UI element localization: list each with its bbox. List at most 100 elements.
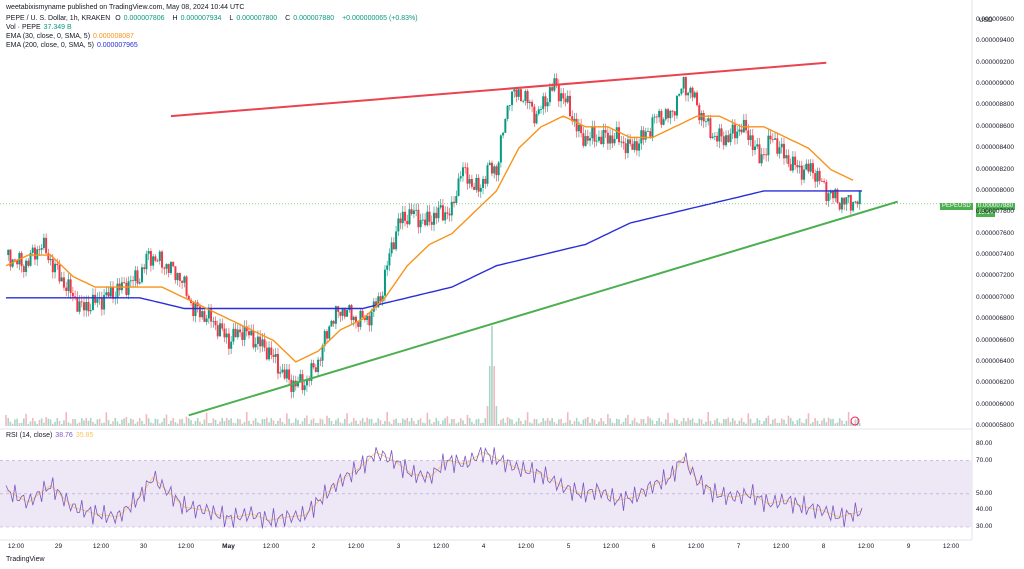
candle-body bbox=[201, 311, 204, 318]
volume-bar bbox=[92, 421, 94, 426]
candle-body bbox=[722, 136, 725, 146]
candle-body bbox=[655, 116, 658, 118]
volume-bar bbox=[141, 421, 143, 426]
candle-body bbox=[13, 259, 16, 261]
volume-bar bbox=[662, 423, 665, 426]
volume-bar bbox=[205, 412, 208, 426]
candle-body bbox=[406, 220, 409, 225]
volume-bar bbox=[154, 418, 157, 426]
volume-bar bbox=[573, 421, 576, 426]
volume-bar bbox=[87, 420, 90, 426]
candle-body bbox=[326, 331, 328, 339]
candle-body bbox=[591, 127, 594, 139]
volume-bar bbox=[23, 418, 25, 426]
volume-bar bbox=[410, 418, 413, 426]
candle-body bbox=[80, 301, 83, 303]
candle-body bbox=[818, 170, 821, 181]
volume-bar bbox=[401, 418, 404, 426]
volume-bar bbox=[736, 423, 738, 426]
volume-bar bbox=[234, 423, 237, 426]
candle-body bbox=[156, 260, 159, 262]
volume-bar bbox=[504, 422, 507, 426]
candle-body bbox=[395, 231, 398, 250]
candle-body bbox=[136, 270, 139, 284]
candle-body bbox=[843, 197, 846, 205]
volume-bar bbox=[714, 420, 716, 426]
candle-body bbox=[653, 116, 656, 118]
volume-bar bbox=[241, 423, 244, 426]
candle-body bbox=[849, 195, 852, 211]
volume-bar bbox=[517, 418, 520, 426]
candle-body bbox=[241, 332, 244, 340]
volume-bar bbox=[361, 418, 364, 426]
candle-body bbox=[221, 323, 224, 329]
volume-bar bbox=[303, 418, 306, 426]
candle-body bbox=[317, 359, 320, 372]
candle-body bbox=[354, 316, 357, 323]
volume-bar bbox=[711, 423, 714, 426]
volume-bar bbox=[805, 418, 808, 426]
volume-bar bbox=[290, 423, 293, 426]
volume-bar bbox=[181, 418, 183, 426]
candle-body bbox=[856, 201, 859, 205]
volume-bar bbox=[486, 406, 489, 426]
volume-bar bbox=[821, 420, 823, 426]
volume-bar bbox=[729, 422, 732, 426]
candle-body bbox=[593, 127, 596, 142]
volume-bar bbox=[834, 423, 837, 426]
volume-bar bbox=[310, 419, 313, 426]
volume-bar bbox=[364, 422, 366, 426]
volume-bar bbox=[743, 422, 745, 426]
volume-bar bbox=[315, 422, 317, 426]
volume-bar bbox=[321, 419, 324, 426]
candle-body bbox=[58, 265, 61, 282]
candle-body bbox=[638, 143, 641, 151]
volume-bar bbox=[413, 421, 415, 426]
candle-body bbox=[604, 129, 607, 133]
volume-bar bbox=[74, 419, 76, 426]
candle-body bbox=[261, 339, 264, 347]
volume-bar bbox=[216, 423, 219, 426]
volume-bar bbox=[549, 420, 551, 426]
candle-body bbox=[522, 100, 525, 102]
volume-bar bbox=[85, 417, 88, 426]
y-tick-label: 0.000008800 bbox=[976, 101, 1014, 109]
volume-bar bbox=[542, 418, 545, 426]
candle-body bbox=[219, 323, 221, 337]
candle-body bbox=[631, 143, 634, 150]
volume-bar bbox=[658, 418, 660, 426]
volume-bar bbox=[446, 416, 449, 426]
candle-body bbox=[702, 113, 705, 122]
volume-bar bbox=[20, 422, 23, 426]
volume-bar bbox=[827, 417, 830, 426]
rsi-tick-label: 80.00 bbox=[976, 440, 993, 447]
volume-bar bbox=[203, 419, 206, 426]
volume-bar bbox=[281, 421, 284, 426]
volume-bar bbox=[419, 418, 422, 426]
volume-bar bbox=[230, 418, 232, 426]
volume-bar bbox=[471, 421, 473, 426]
candle-body bbox=[290, 379, 293, 392]
y-tick-label: 0.000007400 bbox=[976, 251, 1014, 259]
volume-bar bbox=[165, 414, 168, 426]
candle-body bbox=[361, 310, 364, 318]
y-tick-label: 0.000008000 bbox=[976, 186, 1014, 194]
volume-bar bbox=[611, 422, 614, 426]
volume-bar bbox=[604, 423, 607, 426]
volume-bar bbox=[435, 418, 438, 426]
volume-bar bbox=[818, 423, 821, 426]
candle-body bbox=[428, 211, 431, 222]
candle-body bbox=[147, 251, 150, 254]
candle-body bbox=[399, 218, 402, 224]
candle-body bbox=[635, 141, 638, 151]
volume-bar bbox=[199, 421, 201, 426]
volume-bar bbox=[457, 422, 460, 426]
candle-body bbox=[96, 298, 99, 303]
volume-bar bbox=[513, 423, 516, 426]
candle-body bbox=[727, 135, 730, 143]
candle-body bbox=[36, 249, 39, 260]
volume-bar bbox=[756, 418, 759, 426]
candle-body bbox=[62, 277, 65, 288]
candle-body bbox=[366, 315, 369, 321]
